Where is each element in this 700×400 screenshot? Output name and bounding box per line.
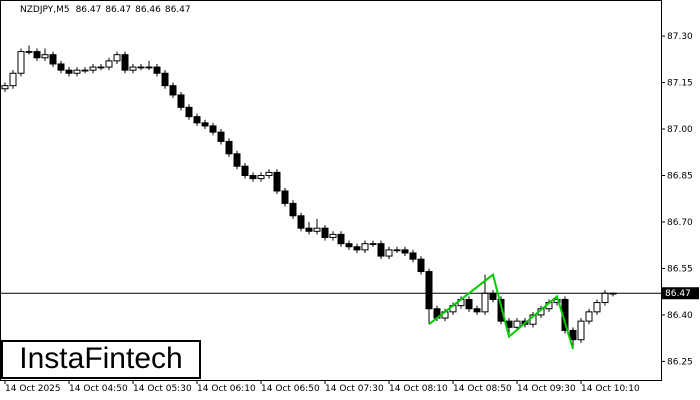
quote-close: 86.47 — [165, 5, 191, 15]
candle-body — [169, 85, 177, 96]
candle-body — [33, 51, 41, 59]
candle-body — [569, 329, 577, 341]
candle-body — [57, 63, 65, 71]
y-tick-label: 87.15 — [667, 79, 693, 89]
x-tick-label: 14 Oct 05:30 — [133, 384, 192, 394]
candle-body — [1, 85, 9, 90]
logo-box — [1, 340, 201, 379]
candle-body — [89, 66, 97, 71]
candle-body — [465, 298, 473, 310]
logo: InstaFintech — [19, 342, 182, 375]
candle-body — [377, 243, 385, 257]
candle-body — [81, 69, 89, 72]
candle-body — [41, 54, 49, 59]
candle-body — [361, 243, 369, 251]
candle-body — [177, 94, 185, 108]
y-tick-label: 87.30 — [667, 32, 693, 42]
x-tick-label: 14 Oct 04:50 — [69, 384, 128, 394]
candle-body — [401, 249, 409, 254]
candle-body — [321, 227, 329, 238]
candle-body — [105, 60, 113, 68]
candle-body — [185, 106, 193, 118]
candle-body — [201, 122, 209, 127]
quote-high: 86.47 — [105, 5, 131, 15]
candle-body — [337, 233, 345, 245]
candle-body — [17, 51, 25, 74]
candle-body — [73, 69, 81, 74]
candle-body — [249, 175, 257, 180]
candle-body — [161, 72, 169, 87]
candle-body — [113, 54, 121, 62]
quote-open: 86.47 — [76, 5, 102, 15]
y-tick-label: 86.55 — [667, 264, 693, 274]
candle-body — [385, 249, 393, 257]
candle-body — [425, 271, 433, 310]
candle-body — [65, 69, 73, 74]
candle-body — [209, 125, 217, 133]
pattern-line — [428, 272, 574, 350]
candle-body — [593, 302, 601, 313]
candle-body — [585, 311, 593, 322]
candle-body — [121, 54, 129, 71]
candle-body — [49, 54, 57, 65]
candle-body — [409, 252, 417, 260]
candle-body — [257, 175, 265, 180]
price-label-box — [661, 287, 699, 300]
x-tick-label: 14 Oct 06:50 — [261, 384, 320, 394]
candle-body — [345, 243, 353, 248]
candle-body — [289, 202, 297, 217]
y-tick-label: 86.25 — [667, 357, 693, 367]
y-tick-label: 86.85 — [667, 172, 693, 182]
candle-body — [577, 320, 585, 341]
candle-body — [417, 258, 425, 273]
candle-body — [193, 116, 201, 124]
candle-body — [225, 140, 233, 155]
candle-body — [97, 66, 105, 69]
plot-frame — [0, 0, 662, 381]
x-tick-label: 14 Oct 06:10 — [197, 384, 256, 394]
candle-body — [273, 171, 281, 192]
symbol: NZDJPY,M5 — [20, 5, 70, 15]
candle-body — [129, 66, 137, 71]
price-label: 86.47 — [665, 289, 691, 299]
candle-body — [497, 298, 505, 322]
candle-body — [233, 153, 241, 167]
candle-body — [313, 227, 321, 232]
quote-low: 86.46 — [135, 5, 161, 15]
candle-body — [281, 190, 289, 204]
x-tick-label: 14 Oct 2025 — [5, 384, 61, 394]
y-tick-label: 86.40 — [667, 311, 693, 321]
x-tick-label: 14 Oct 08:50 — [453, 384, 512, 394]
candle-body — [353, 246, 361, 251]
candle-body — [241, 165, 249, 177]
candle-body — [153, 66, 161, 74]
candle-body — [393, 249, 401, 252]
candle-body — [25, 51, 33, 53]
x-tick-label: 14 Oct 08:10 — [389, 384, 448, 394]
candle-body — [489, 292, 497, 300]
candle-body — [137, 66, 145, 69]
x-tick-label: 14 Oct 07:30 — [325, 384, 384, 394]
candle-body — [473, 308, 481, 313]
y-tick-label: 87.00 — [667, 125, 693, 135]
candle-body — [305, 227, 313, 232]
candle-body — [145, 66, 153, 69]
candle-body — [329, 233, 337, 238]
candle-body — [369, 243, 377, 245]
y-tick-label: 86.70 — [667, 218, 693, 228]
x-tick-label: 14 Oct 10:10 — [581, 384, 640, 394]
candle-body — [217, 131, 225, 142]
x-tick-label: 14 Oct 09:30 — [517, 384, 576, 394]
candle-body — [481, 292, 489, 313]
candle-body — [265, 171, 273, 177]
candle-body — [513, 320, 521, 328]
candle-body — [9, 72, 17, 87]
candle-body — [297, 215, 305, 229]
candle-body — [601, 292, 609, 304]
